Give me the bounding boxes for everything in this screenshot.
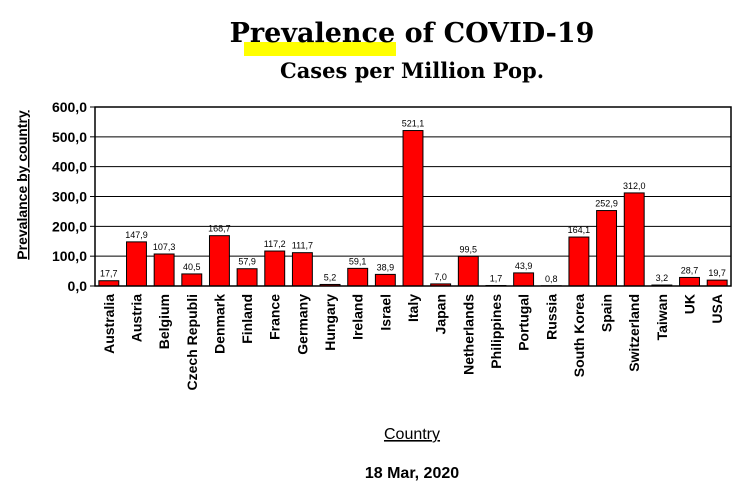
value-label: 117,2: [264, 239, 286, 249]
chart-title: Prevalence of COVID-19: [230, 18, 595, 49]
value-label: 17,7: [100, 269, 118, 279]
y-tick-label: 100,0: [52, 248, 87, 264]
value-label: 1,7: [490, 273, 503, 283]
value-label: 147,9: [125, 230, 148, 240]
y-tick-label: 600,0: [52, 99, 87, 115]
y-axis-label: Prevalance by country: [14, 110, 30, 260]
value-label: 57,9: [238, 257, 256, 267]
y-tick-label: 200,0: [52, 218, 87, 234]
value-label: 3,2: [656, 273, 669, 283]
bar: [679, 276, 700, 287]
y-tick-label: 500,0: [52, 129, 87, 145]
value-label: 168,7: [208, 224, 231, 234]
value-label: 38,9: [377, 262, 395, 272]
x-tick-label: Italy: [405, 294, 421, 322]
bars-layer: [98, 130, 728, 287]
title-highlight: [244, 42, 396, 56]
bar: [706, 279, 728, 287]
value-label: 40,5: [183, 262, 201, 272]
x-tick-label: Philippines: [488, 294, 504, 369]
x-tick-label: Australia: [101, 294, 117, 354]
plot-frame: [94, 106, 732, 287]
x-tick-label: Russia: [543, 294, 559, 340]
y-tick-label: 0,0: [68, 278, 88, 294]
value-label: 252,9: [595, 199, 618, 209]
x-tick-label: Austria: [128, 294, 144, 342]
x-tick-label: Japan: [433, 294, 449, 334]
y-tick-label: 400,0: [52, 159, 87, 175]
value-labels-layer: 17,7 147,9 107,3 40,5 168,7 57,9 117,2 111,7 5,2…: [100, 119, 726, 284]
value-label: 0,8: [545, 274, 558, 284]
value-label: 164,1: [568, 225, 591, 235]
bar: [98, 280, 120, 287]
bar: [374, 273, 396, 287]
value-label: 107,3: [153, 242, 176, 252]
bar: [568, 236, 590, 287]
bar: [347, 267, 369, 287]
bar: [291, 252, 313, 287]
x-tick-label: Hungary: [322, 294, 338, 351]
x-tick-label: Taiwan: [654, 294, 670, 340]
value-label: 7,0: [434, 272, 447, 282]
bar: [153, 253, 175, 287]
x-tick-label: Czech Republi: [184, 294, 200, 390]
bar: [208, 235, 230, 287]
value-label: 521,1: [402, 119, 425, 129]
bar: [457, 255, 479, 287]
x-tick-label: Switzerland: [626, 294, 642, 372]
y-tick-label: 300,0: [52, 189, 87, 205]
x-tick-label: Ireland: [350, 294, 366, 340]
value-label: 111,7: [292, 241, 313, 251]
value-label: 99,5: [460, 244, 478, 254]
y-ticks-layer: 0,0 100,0 200,0 300,0 400,0 500,0 600,0: [52, 99, 95, 294]
chart-footer: 18 Mar, 2020: [365, 465, 459, 482]
x-axis-label: Country: [384, 426, 440, 443]
value-label: 19,7: [708, 268, 726, 278]
bar: [402, 130, 424, 287]
value-label: 312,0: [623, 181, 646, 191]
x-tick-label: Israel: [377, 294, 393, 331]
x-tick-label: Belgium: [156, 294, 172, 349]
x-tick-label: Denmark: [211, 294, 227, 354]
chart-subtitle: Cases per Million Pop.: [280, 58, 544, 83]
x-ticks-layer: Australia Austria Belgium Czech Republi Denm…: [101, 294, 725, 391]
value-label: 28,7: [681, 265, 699, 275]
bar: [236, 268, 258, 287]
x-tick-label: Netherlands: [460, 294, 476, 375]
x-tick-label: UK: [682, 294, 698, 314]
bar: [596, 210, 618, 287]
x-tick-label: Portugal: [516, 294, 532, 351]
x-tick-label: South Korea: [571, 294, 587, 377]
x-tick-label: France: [267, 294, 283, 340]
value-label: 59,1: [349, 256, 367, 266]
bar: [623, 192, 645, 287]
x-tick-label: Germany: [294, 294, 310, 355]
value-label: 5,2: [324, 272, 337, 282]
bar: [513, 272, 535, 287]
value-label: 43,9: [515, 261, 533, 271]
bar: [126, 241, 147, 287]
x-tick-label: Finland: [239, 294, 255, 344]
bar: [181, 273, 203, 287]
x-tick-label: Spain: [599, 294, 615, 332]
x-tick-label: USA: [709, 294, 725, 324]
bar: [264, 250, 286, 287]
